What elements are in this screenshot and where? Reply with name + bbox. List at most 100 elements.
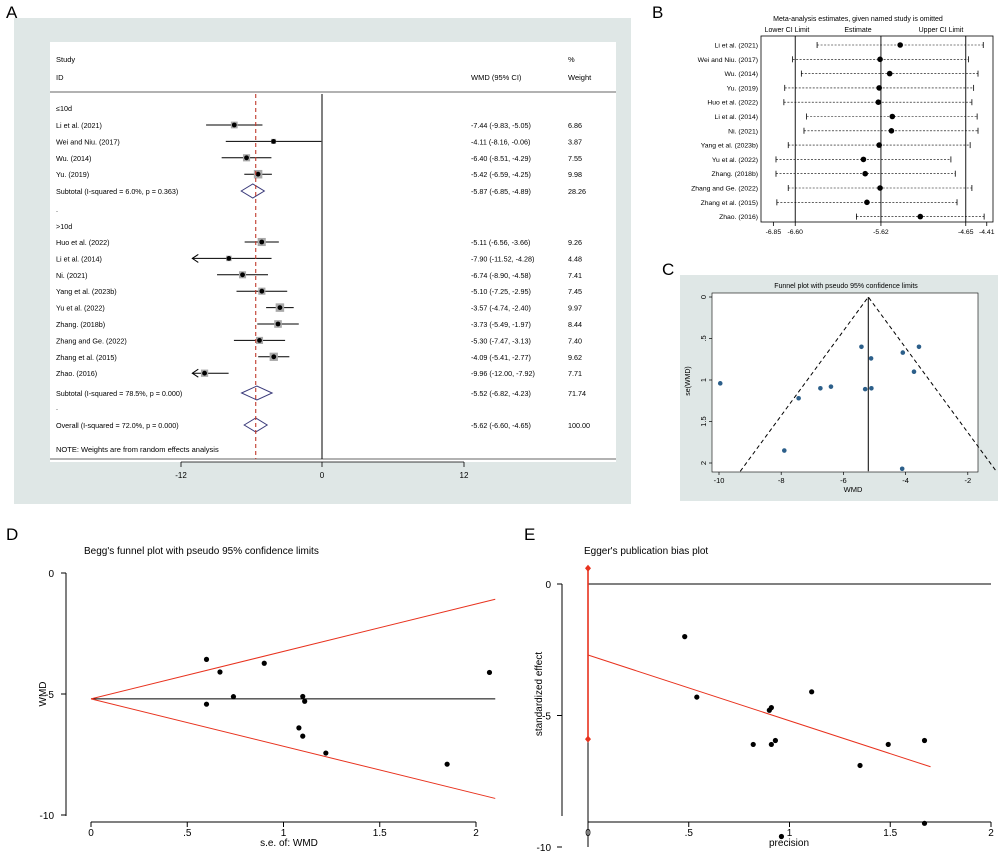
panel-b-estimate-point (886, 70, 893, 77)
panel-c-xtick-label: -6 (840, 476, 847, 485)
study-row-ci: -5.10 (-7.25, -2.95) (471, 287, 531, 296)
panel-e-plot: 0-5-100.511.52 (537, 564, 994, 852)
study-row-label: Yu. (2019) (56, 170, 89, 179)
panel-d-title: Begg's funnel plot with pseudo 95% confi… (84, 546, 319, 557)
panel-e-point (750, 741, 756, 748)
panel-c-ytick-label: 2 (699, 461, 708, 465)
panel-b-tick-label: -5.62 (873, 229, 889, 236)
study-row-ci: -6.40 (-8.51, -4.29) (471, 154, 531, 163)
panel-d-letter: D (6, 525, 18, 544)
panel-b-tick-label: -6.85 (766, 229, 782, 236)
panel-e-point (778, 833, 785, 840)
study-point (231, 122, 237, 128)
panel-c-xtick-label: -8 (778, 476, 785, 485)
panel-b-lower-label: Lower CI Limit (765, 27, 810, 34)
panel-c-ylabel: se(WMD) (685, 366, 692, 396)
panel-d-point (217, 669, 223, 675)
panel-c-xtick-label: -4 (902, 476, 909, 485)
spacer-dot: . (56, 205, 58, 214)
study-point (257, 338, 262, 343)
panel-c-point (828, 384, 834, 389)
panel-b-title: Meta-analysis estimates, given named stu… (773, 16, 943, 23)
panel-c-title: Funnel plot with pseudo 95% confidence l… (774, 283, 918, 290)
study-row-label: Yang et al. (2023b) (56, 287, 117, 296)
study-row-label: Li et al. (2021) (56, 121, 102, 130)
panel-c-plot: -10 -8 -6 -4 -2 0 .5 1 1.5 2 (699, 295, 997, 485)
panel-b-frame (760, 35, 994, 223)
panel-b-estimate-point (862, 170, 868, 177)
panel-c-point (868, 356, 874, 361)
panel-c-xtick-label: -2 (964, 476, 971, 485)
panel-e-point (694, 694, 700, 700)
panel-b-estimate-point (917, 213, 924, 220)
panel-d-point (302, 698, 308, 704)
panel-b-tick-label: -4.41 (979, 229, 995, 236)
panel-e-xtick-label: .5 (685, 828, 694, 839)
panel-a-ticklabel-0: 0 (320, 471, 325, 480)
panel-b-row-label: Zhang. (2018b) (712, 171, 758, 178)
panel-b-rows: Li et al. (2021) Wei and Niu. (2017) Wu. (… (691, 42, 985, 221)
header-id: ID (56, 73, 64, 82)
study-row-label: Zhao. (2016) (56, 369, 97, 378)
panel-d-xtick-label: 1.5 (373, 828, 387, 839)
panel-b-reference-lines (794, 36, 967, 222)
panel-c-xtick-label: -10 (714, 476, 725, 485)
study-row-label: Wei and Niu. (2017) (56, 137, 120, 146)
panel-b-row-label: Wu. (2014) (725, 71, 759, 78)
header-pct: % (568, 55, 575, 64)
panel-c-point (717, 381, 723, 386)
panel-a-ticklabel-12: 12 (460, 471, 469, 480)
panel-e-point (921, 737, 928, 744)
panel-b-row-label: Li et al. (2014) (715, 114, 758, 121)
study-row-ci: -3.73 (-5.49, -1.97) (471, 320, 531, 329)
study-row-label: Wu. (2014) (56, 154, 91, 163)
study-row-weight: 6.86 (568, 121, 582, 130)
panel-c-point (796, 395, 801, 401)
study-point (259, 288, 265, 294)
study-row-weight: 9.97 (568, 304, 582, 313)
study-row-ci: -4.11 (-8.16, -0.06) (471, 137, 530, 146)
subtotal-diamond (240, 183, 266, 199)
panel-e-xtick-label: 1 (787, 828, 793, 839)
study-row-label: Huo et al. (2022) (56, 238, 110, 247)
panel-b-letter: B (652, 3, 663, 22)
study-row-weight: 4.48 (568, 254, 582, 263)
subtotal-row-label: Subtotal (I-squared = 6.0%, p = 0.363) (56, 187, 178, 196)
panel-c-point (869, 386, 874, 391)
panel-d-lower-limit (90, 698, 496, 799)
panel-e-ytick-label: -10 (537, 843, 552, 852)
panel-c-point (782, 448, 787, 453)
panel-d-ytick-label: -5 (45, 690, 54, 701)
panel-e-xtick-label: 2 (988, 828, 994, 839)
panel-e-ytick-label: -5 (542, 712, 551, 723)
overall-row-ci: -5.62 (-6.60, -4.65) (471, 421, 531, 430)
study-row-label: Li et al. (2014) (56, 254, 102, 263)
study-point (226, 256, 232, 261)
spacer-dot: . (56, 403, 58, 412)
panel-d-plot: 0 -5 -10 0 .5 1 1.5 2 (40, 569, 496, 839)
panel-c-point (899, 466, 905, 472)
panel-d-point (203, 656, 210, 662)
panel-d-ytick-label: -10 (40, 811, 55, 822)
panel-e-xlabel: precision (769, 838, 809, 849)
study-row-label: Zhang and Ge. (2022) (56, 336, 127, 345)
panel-b-row-label: Huo et al. (2022) (707, 100, 758, 107)
study-ci-arrow (191, 253, 199, 263)
header-weight: Weight (568, 73, 592, 82)
panel-b-estimate-label: Estimate (844, 27, 871, 34)
panel-d-point (296, 725, 302, 731)
panel-c-plot-area (711, 292, 979, 473)
study-row-weight: 7.45 (568, 287, 582, 296)
study-row-label: Zhang. (2018b) (56, 320, 105, 329)
panel-b-estimate-point (877, 185, 883, 191)
panel-e-ci-marker (585, 564, 591, 572)
panel-b-row-label: Wei and Niu. (2017) (698, 57, 758, 64)
panel-c-point (862, 386, 868, 392)
study-point (255, 171, 261, 177)
panel-b-estimate-point (875, 99, 882, 105)
panel-e-egger-plot: E Egger's publication bias plot 0-5-100.… (524, 525, 994, 852)
panel-e-point (768, 705, 774, 711)
panel-c-xlabel: WMD (844, 485, 863, 494)
panel-b-ticks: -6.85 -6.60 -5.62 -4.65 -4.41 (766, 222, 995, 236)
